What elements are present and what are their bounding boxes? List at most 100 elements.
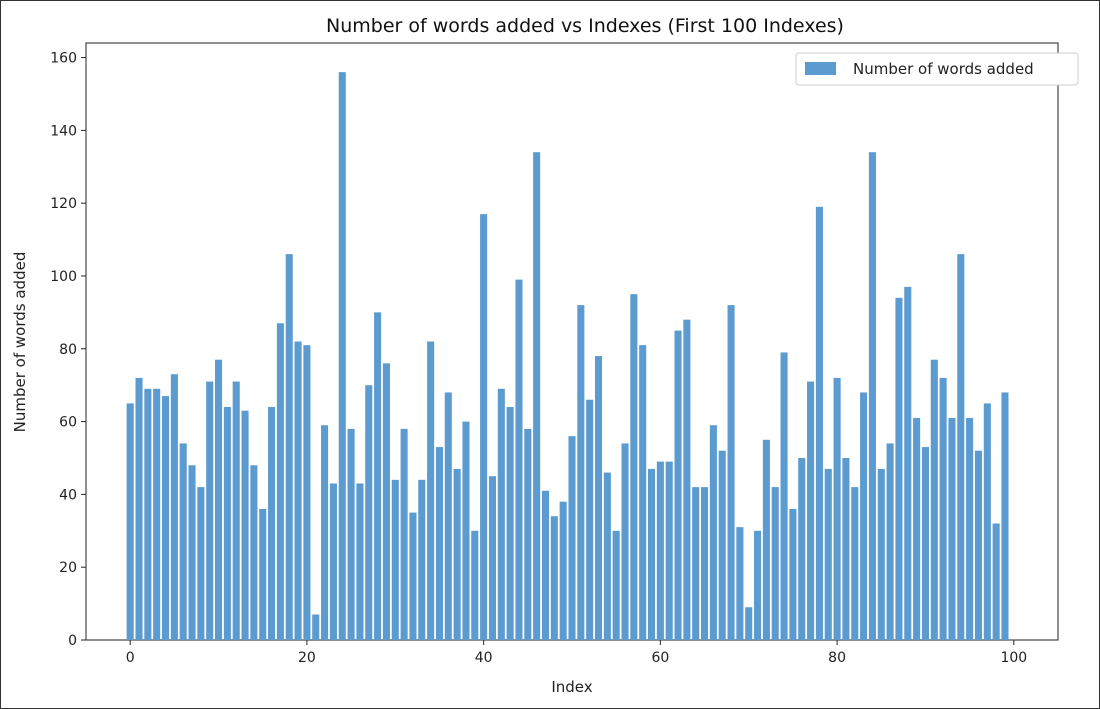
bar-65: [701, 487, 709, 640]
bar-73: [771, 487, 779, 640]
bar-55: [612, 530, 620, 640]
bar-79: [824, 468, 832, 640]
bar-87: [895, 297, 903, 640]
bar-70: [745, 607, 753, 640]
bar-5: [170, 374, 178, 640]
bar-36: [444, 392, 452, 640]
bar-61: [665, 461, 673, 640]
bar-84: [868, 152, 876, 640]
bar-98: [992, 523, 1000, 640]
x-tick-label: 80: [828, 650, 846, 666]
bar-38: [462, 421, 470, 640]
legend-box: [795, 52, 1079, 86]
bar-24: [338, 72, 346, 640]
bar-66: [709, 425, 717, 640]
y-tick-label: 120: [50, 196, 77, 212]
bar-63: [683, 319, 691, 640]
bar-29: [382, 363, 390, 640]
bar-4: [161, 396, 170, 640]
y-tick-label: 140: [50, 123, 77, 139]
bar-62: [674, 330, 682, 640]
bar-21: [312, 614, 320, 640]
chart-title: Number of words added vs Indexes (First …: [326, 15, 844, 37]
bar-71: [754, 530, 762, 640]
bar-44: [515, 279, 523, 640]
bar-81: [842, 457, 850, 640]
bar-45: [524, 428, 532, 640]
bar-9: [206, 381, 214, 640]
x-tick-label: 40: [475, 650, 493, 666]
bar-94: [957, 254, 965, 640]
bar-80: [833, 377, 841, 640]
bar-26: [356, 483, 364, 640]
bar-51: [577, 305, 585, 640]
y-tick-label: 0: [68, 633, 77, 649]
bar-92: [939, 377, 947, 640]
y-tick-label: 20: [59, 560, 77, 576]
y-ticks: 0 20 40 60 80 100 120 140 160: [50, 51, 86, 649]
y-tick-label: 60: [59, 415, 77, 431]
bar-19: [294, 341, 302, 640]
bar-35: [435, 447, 443, 640]
bar-90: [921, 447, 929, 640]
bar-91: [930, 359, 938, 640]
x-tick-label: 100: [1000, 650, 1027, 666]
legend-swatch: [805, 62, 836, 75]
bar-31: [400, 428, 408, 640]
y-tick-label: 100: [50, 269, 77, 285]
bar-28: [374, 312, 382, 640]
bar-76: [798, 457, 806, 640]
bar-18: [285, 254, 293, 640]
bar-75: [789, 508, 797, 640]
bar-1: [135, 377, 143, 640]
bar-95: [966, 417, 974, 640]
bar-6: [179, 443, 187, 640]
bar-20: [303, 345, 311, 640]
bar-42: [497, 388, 505, 640]
bar-16: [268, 407, 276, 640]
bars-group: [126, 72, 1009, 640]
x-ticks: 0 20 40 60 80 100: [126, 640, 1027, 666]
bar-72: [762, 439, 770, 640]
bar-7: [188, 465, 196, 640]
bar-17: [276, 323, 284, 640]
plot-area: 0 20 40 60 80 100 0 20 40 60 80 100 120 140 160: [50, 42, 1059, 666]
bar-30: [391, 479, 399, 640]
bar-25: [347, 428, 355, 640]
x-tick-label: 0: [126, 650, 135, 666]
bar-59: [647, 468, 656, 640]
bar-89: [913, 417, 921, 640]
x-tick-label: 60: [651, 650, 669, 666]
bar-14: [250, 465, 258, 640]
legend-label: Number of words added: [853, 60, 1034, 78]
y-tick-label: 40: [59, 487, 77, 503]
bar-12: [232, 381, 240, 640]
bar-53: [594, 356, 603, 640]
bar-2: [144, 388, 152, 640]
y-tick-label: 80: [59, 342, 77, 358]
bar-41: [488, 476, 497, 640]
bar-43: [506, 407, 514, 640]
bar-37: [453, 468, 461, 640]
bar-93: [948, 417, 956, 640]
bar-11: [223, 407, 231, 640]
x-axis-label: Index: [551, 678, 592, 696]
bar-47: [541, 490, 550, 640]
bar-85: [877, 468, 885, 640]
legend: Number of words added: [795, 52, 1079, 86]
bar-22: [321, 425, 329, 640]
bar-48: [550, 516, 558, 640]
bar-52: [586, 399, 594, 640]
bar-46: [533, 152, 541, 640]
bar-49: [559, 501, 567, 640]
bar-58: [639, 345, 647, 640]
bar-0: [126, 403, 134, 640]
bar-96: [974, 450, 983, 640]
bar-33: [418, 479, 426, 640]
bar-57: [630, 294, 638, 640]
bar-3: [153, 388, 161, 640]
bar-8: [197, 487, 205, 640]
bar-10: [215, 359, 223, 640]
bar-40: [480, 214, 488, 640]
